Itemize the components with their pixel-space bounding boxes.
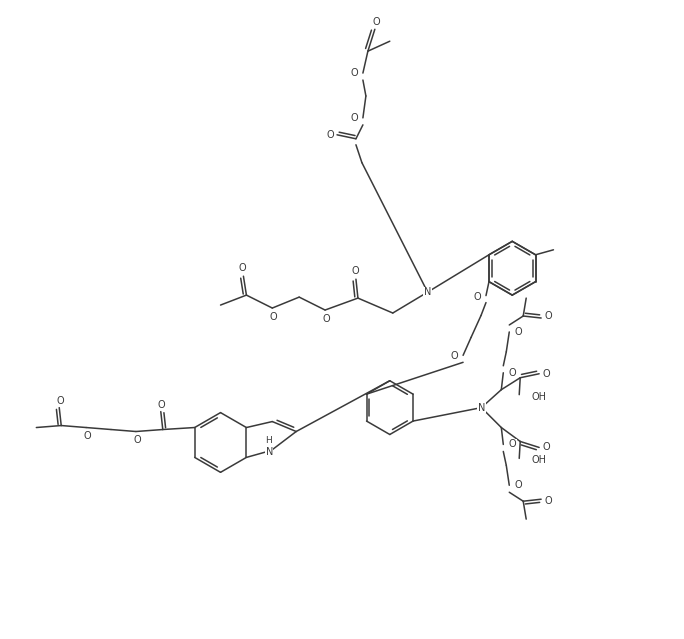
Text: O: O xyxy=(350,68,358,78)
Text: OH: OH xyxy=(531,392,547,402)
Text: O: O xyxy=(544,311,552,321)
Text: O: O xyxy=(83,431,91,442)
Text: O: O xyxy=(326,130,334,140)
Text: O: O xyxy=(239,263,246,273)
Text: H: H xyxy=(265,436,272,445)
Text: N: N xyxy=(424,287,432,297)
Text: O: O xyxy=(514,481,522,490)
Text: O: O xyxy=(544,497,552,506)
Text: O: O xyxy=(351,266,358,276)
Text: O: O xyxy=(133,435,141,445)
Text: O: O xyxy=(322,314,330,324)
Text: O: O xyxy=(542,369,550,379)
Text: O: O xyxy=(350,113,358,123)
Text: O: O xyxy=(514,327,522,337)
Text: O: O xyxy=(372,17,380,27)
Text: O: O xyxy=(450,351,458,361)
Text: N: N xyxy=(265,447,273,458)
Text: O: O xyxy=(158,399,166,410)
Text: O: O xyxy=(56,396,64,406)
Text: OH: OH xyxy=(531,456,547,465)
Text: O: O xyxy=(473,291,481,302)
Text: O: O xyxy=(269,312,277,322)
Text: O: O xyxy=(508,368,516,378)
Text: O: O xyxy=(542,442,550,452)
Text: O: O xyxy=(508,440,516,449)
Text: N: N xyxy=(477,403,485,413)
